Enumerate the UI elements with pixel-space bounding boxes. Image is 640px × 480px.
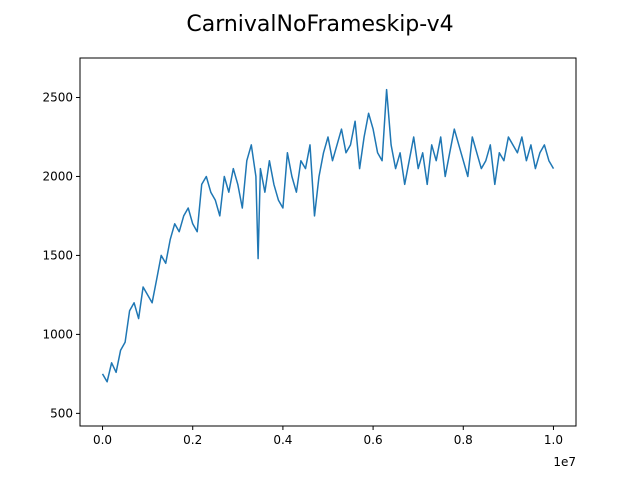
- axes-frame: [79, 57, 577, 427]
- y-tick-label: 1500: [42, 248, 73, 262]
- x-tick-label: 0.4: [273, 433, 292, 447]
- x-tick-label: 0.0: [93, 433, 112, 447]
- y-tick-label: 2500: [42, 90, 73, 104]
- series-line-0: [101, 88, 555, 383]
- chart-title: CarnivalNoFrameskip-v4: [186, 12, 453, 37]
- y-axis: 500 1000 1500 2000 2500: [42, 90, 80, 420]
- y-tick-label: 1000: [42, 327, 73, 341]
- x-tick-label: 0.8: [454, 433, 473, 447]
- y-tick-label: 500: [50, 406, 73, 420]
- series-layer: [101, 88, 555, 383]
- x-tick-label: 0.6: [364, 433, 383, 447]
- x-axis: 0.0 0.2 0.4 0.6 0.8 1.0: [93, 426, 563, 447]
- x-tick-label: 0.2: [183, 433, 202, 447]
- y-tick-label: 2000: [42, 169, 73, 183]
- x-offset-label: 1e7: [553, 455, 576, 469]
- x-tick-label: 1.0: [544, 433, 563, 447]
